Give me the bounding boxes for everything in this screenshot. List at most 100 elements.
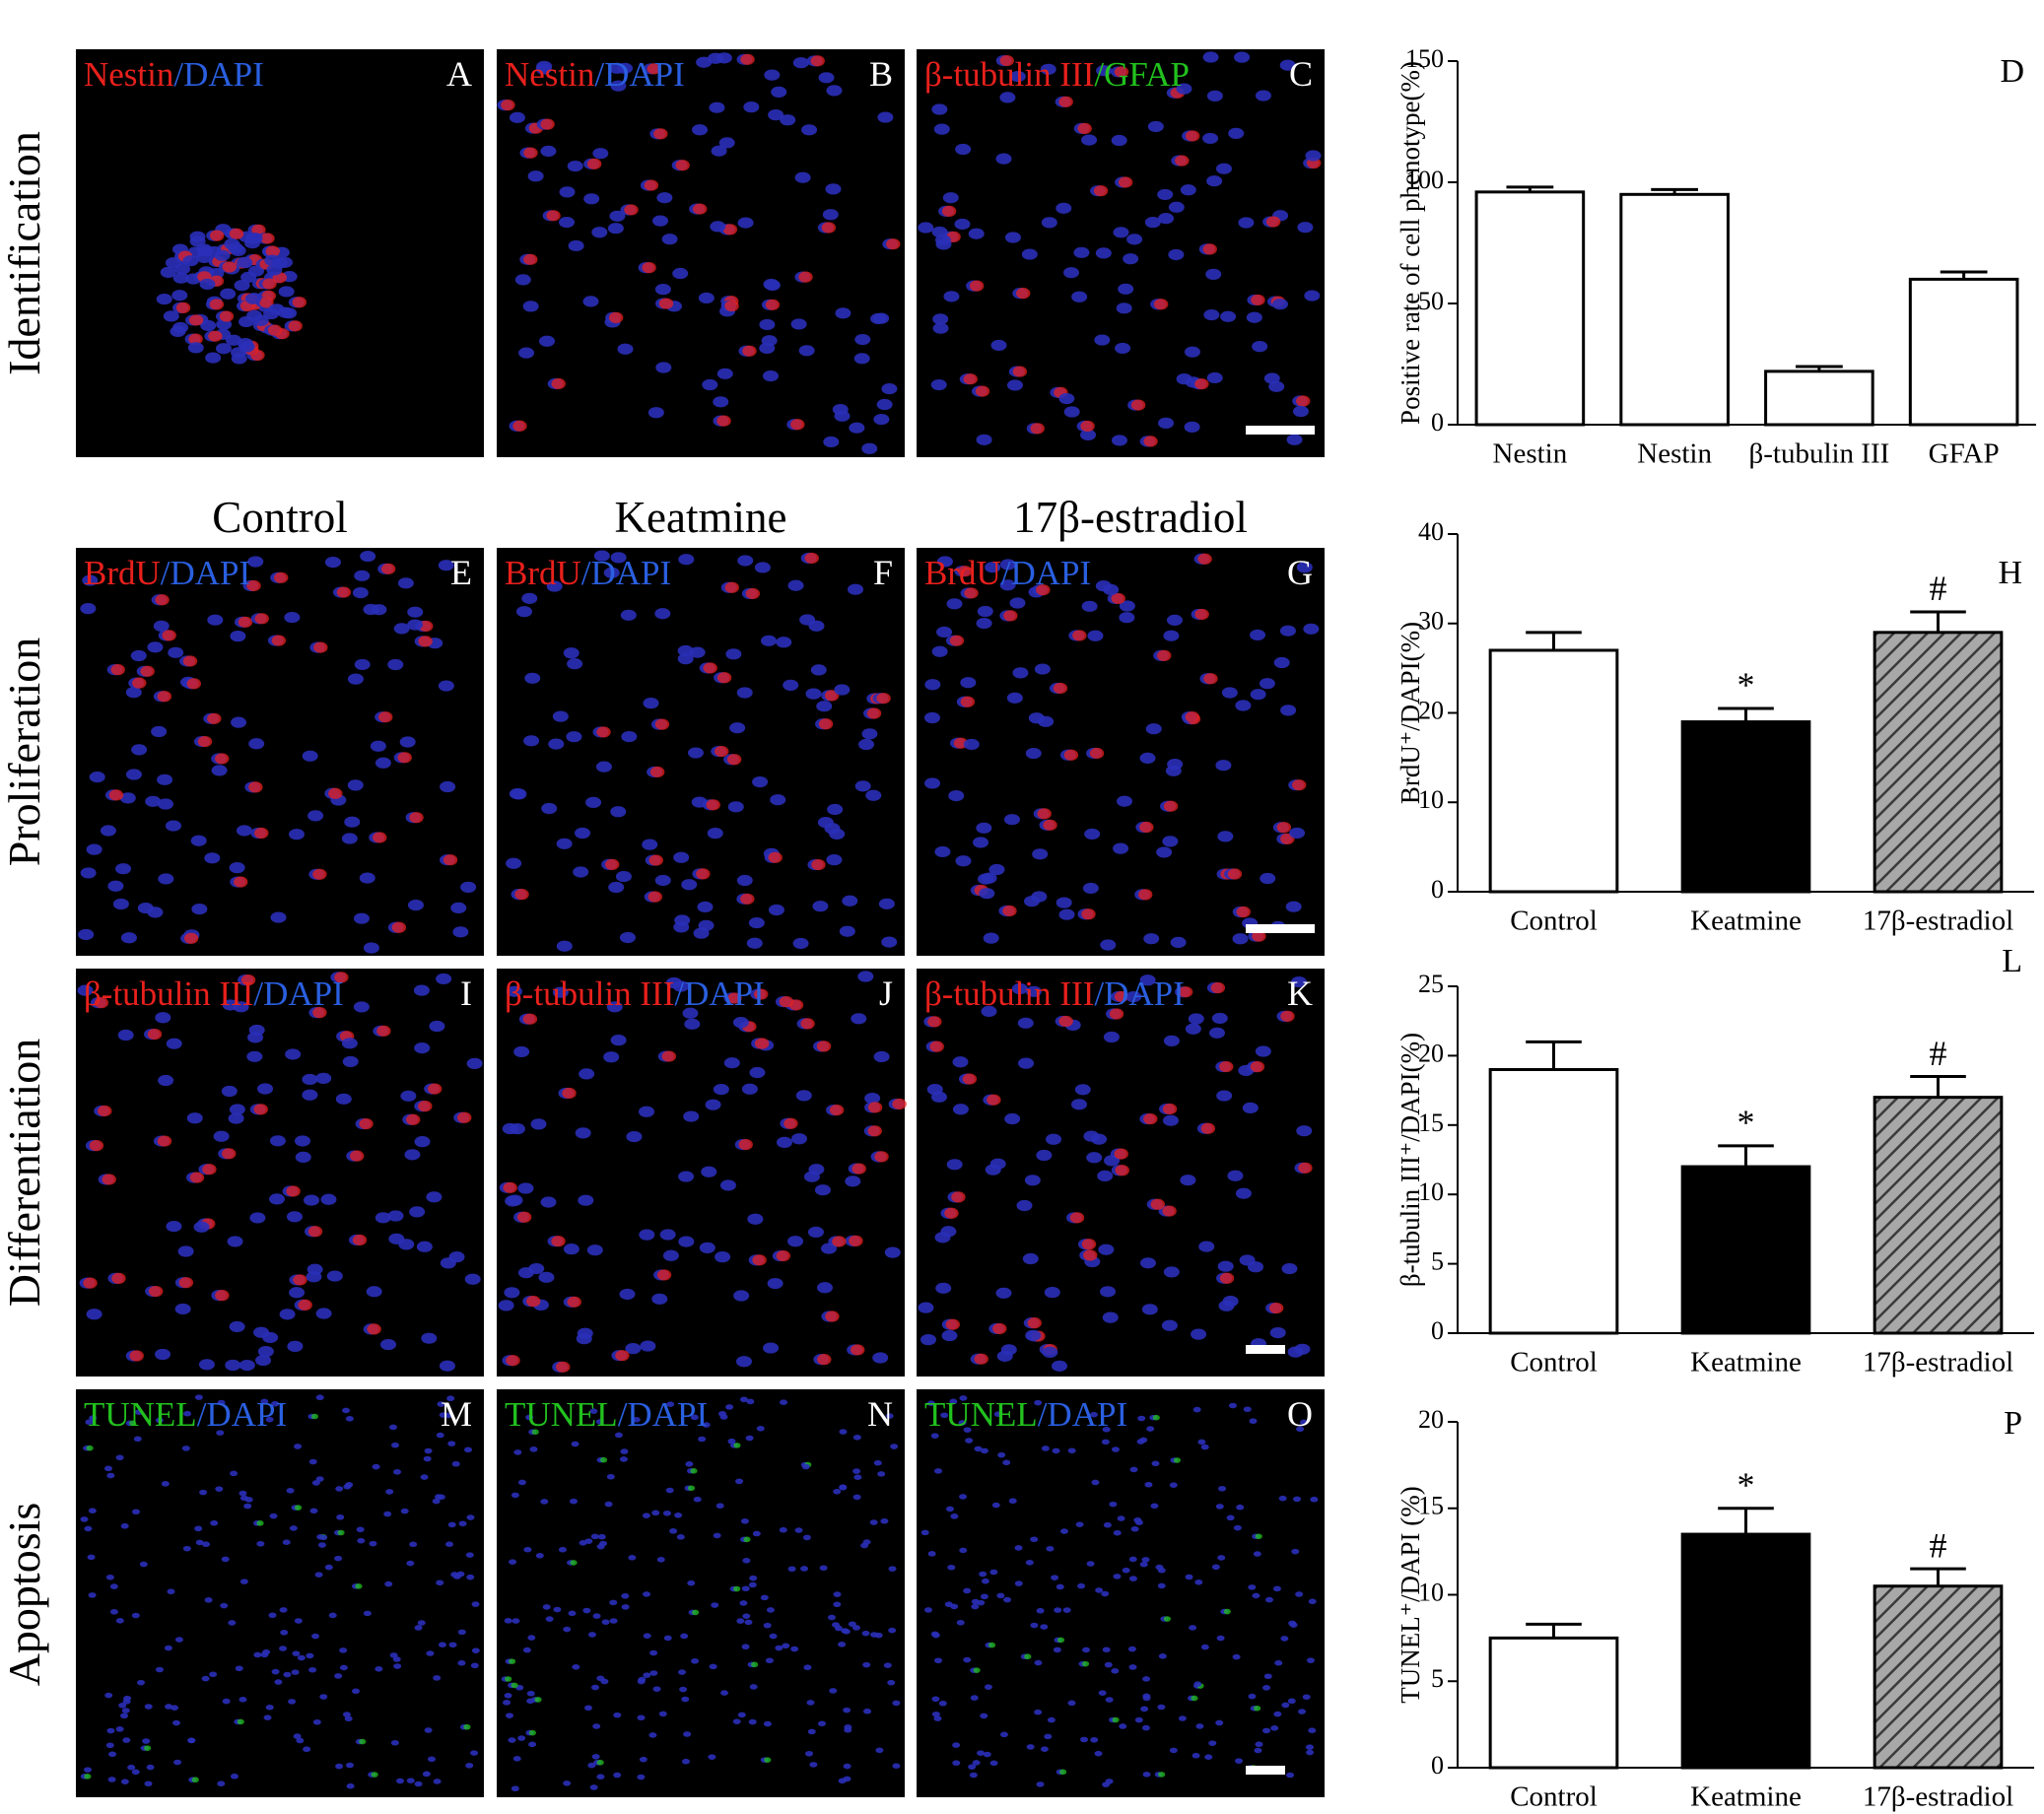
stained-cell	[1255, 1533, 1262, 1540]
nucleus	[1126, 234, 1143, 245]
nucleus	[354, 658, 371, 671]
nucleus	[439, 1360, 455, 1372]
nucleus	[1011, 982, 1028, 995]
nucleus	[225, 1359, 241, 1372]
stained-cell	[111, 1272, 126, 1284]
nucleus	[1097, 1170, 1114, 1182]
nucleus	[737, 555, 754, 567]
nucleus	[1165, 765, 1182, 776]
stained-cell	[229, 228, 244, 239]
stained-cell	[256, 1520, 264, 1526]
nucleus	[1292, 405, 1309, 418]
nucleus	[996, 1350, 1013, 1362]
stained-cell	[927, 1016, 942, 1028]
nucleus	[341, 833, 358, 844]
nucleus	[120, 932, 137, 944]
nucleus	[1113, 1529, 1122, 1536]
stained-cell	[798, 271, 813, 283]
stained-cell	[157, 691, 172, 703]
stained-cell	[292, 297, 307, 308]
stained-cell	[656, 1269, 672, 1281]
nucleus	[285, 1048, 302, 1060]
nucleus	[852, 1434, 861, 1441]
nucleus	[1298, 1709, 1307, 1714]
nucleus	[578, 1194, 594, 1206]
nucleus	[120, 1779, 129, 1784]
nucleus	[732, 1718, 741, 1724]
nucleus	[164, 1645, 172, 1651]
nucleus	[264, 254, 281, 266]
nucleus	[794, 171, 811, 183]
stained-cell	[817, 1354, 832, 1366]
stained-cell	[202, 1164, 217, 1176]
nucleus	[1141, 1304, 1158, 1315]
nucleus	[1208, 1740, 1217, 1746]
nucleus	[787, 579, 804, 591]
nucleus	[209, 1671, 218, 1678]
stained-cell	[941, 205, 957, 217]
stained-cell	[222, 261, 237, 273]
stain-label-part: /GFAP	[1094, 55, 1190, 94]
nucleus	[563, 1243, 579, 1255]
stained-cell	[1254, 1705, 1261, 1712]
nucleus	[801, 1463, 810, 1470]
nucleus	[1137, 1415, 1146, 1422]
nucleus	[945, 1506, 954, 1512]
nucleus	[638, 1676, 647, 1683]
nucleus	[125, 687, 142, 699]
nucleus	[834, 684, 851, 696]
nucleus	[80, 1516, 89, 1522]
column-header: Control	[212, 493, 348, 542]
stained-cell	[503, 1181, 517, 1193]
nucleus	[790, 1133, 807, 1145]
nucleus	[853, 1474, 862, 1480]
nucleus	[1113, 227, 1129, 238]
stained-cell	[969, 280, 985, 292]
stained-cell	[1175, 155, 1190, 167]
nucleus	[248, 738, 265, 750]
nucleus	[1218, 1300, 1235, 1311]
bar	[1488, 1067, 1619, 1335]
nucleus	[375, 1212, 391, 1224]
nucleus	[749, 1575, 758, 1581]
nucleus	[1169, 1482, 1178, 1488]
nucleus	[697, 901, 714, 913]
nucleus	[790, 318, 807, 330]
nucleus	[518, 347, 535, 359]
nucleus	[1232, 933, 1249, 945]
nucleus	[156, 293, 172, 305]
stained-cell	[1143, 1112, 1158, 1125]
nucleus	[1103, 1031, 1120, 1043]
nucleus	[1157, 1582, 1166, 1589]
nucleus	[456, 1571, 465, 1578]
nucleus	[145, 795, 162, 807]
nucleus	[592, 1613, 601, 1619]
stained-cell	[254, 613, 269, 625]
nucleus	[1018, 1057, 1035, 1069]
stained-cell	[1219, 1060, 1234, 1073]
stained-cell	[790, 419, 805, 431]
stained-cell	[443, 854, 458, 866]
nucleus	[508, 1737, 516, 1743]
nucleus	[511, 1618, 520, 1624]
stained-cell	[336, 586, 352, 598]
nucleus	[514, 274, 531, 286]
nucleus	[213, 1130, 230, 1142]
nucleus	[1218, 1485, 1227, 1492]
panel-letter: F	[873, 553, 893, 592]
nucleus	[678, 1171, 695, 1182]
scale-bar	[1246, 1766, 1285, 1775]
nucleus	[746, 937, 763, 949]
nucleus	[246, 1050, 263, 1062]
stained-cell	[765, 299, 781, 310]
nucleus	[607, 223, 624, 235]
nucleus	[1122, 1567, 1130, 1574]
nucleus	[470, 1662, 479, 1669]
nucleus	[289, 1287, 306, 1299]
nucleus	[698, 1436, 707, 1443]
nucleus	[392, 1656, 401, 1662]
nucleus	[80, 867, 97, 879]
nucleus	[593, 550, 610, 562]
stained-cell	[1194, 608, 1209, 621]
